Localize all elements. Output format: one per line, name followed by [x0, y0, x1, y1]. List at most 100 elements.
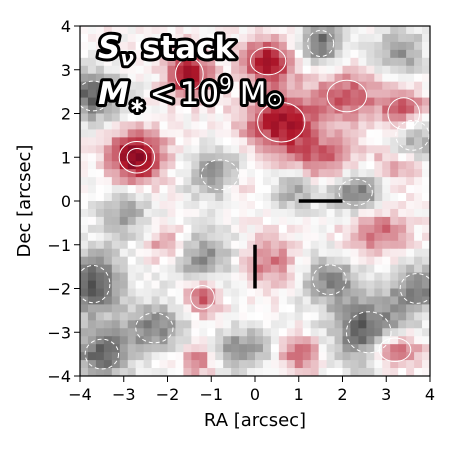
heatmap-cell [326, 73, 335, 83]
heatmap-cell [270, 26, 280, 35]
heatmap-cell [151, 248, 160, 258]
heatmap-cell [382, 41, 391, 51]
heatmap-cell [143, 248, 152, 258]
heatmap-cell [366, 161, 375, 170]
heatmap-cell [286, 360, 296, 369]
heatmap-cell [294, 280, 304, 289]
heatmap-cell [270, 352, 280, 361]
heatmap-cell [135, 296, 145, 305]
heatmap-cell [135, 352, 145, 361]
heatmap-cell [270, 193, 280, 202]
heatmap-cell [199, 368, 208, 376]
heatmap-cell [175, 121, 184, 130]
heatmap-cell [151, 33, 160, 43]
heatmap-cell [286, 312, 296, 321]
negative-contour [345, 311, 392, 354]
heatmap-cell [334, 296, 343, 305]
heatmap-cell [111, 296, 121, 305]
heatmap-cell [334, 272, 343, 281]
heatmap-cell [382, 328, 391, 337]
heatmap-cell [294, 89, 304, 98]
heatmap-cell [247, 344, 256, 353]
heatmap-cell [103, 153, 113, 162]
heatmap-cell [342, 224, 351, 234]
heatmap-cell [422, 81, 430, 91]
heatmap-cell [382, 161, 391, 170]
negative-contour [312, 264, 347, 296]
heatmap-cell [207, 232, 216, 242]
heatmap-cell [80, 296, 89, 305]
heatmap-cell [231, 288, 240, 297]
heatmap-cell [247, 224, 256, 234]
heatmap-cell [127, 320, 137, 329]
heatmap-cell [414, 49, 423, 59]
heatmap-cell [255, 65, 264, 75]
negative-contour [395, 119, 430, 151]
negative-contour [80, 265, 111, 304]
heatmap-cell [80, 129, 89, 138]
heatmap-cell [167, 264, 176, 273]
heatmap-cell [135, 248, 145, 258]
heatmap-cell [350, 264, 359, 273]
heatmap-cell [151, 216, 160, 226]
heatmap-cell [310, 193, 320, 202]
heatmap-cell [247, 81, 256, 91]
heatmap-cell [406, 352, 415, 361]
heatmap-cell [366, 256, 375, 266]
heatmap-cell [151, 201, 160, 210]
heatmap-cell [318, 26, 327, 35]
heatmap-cell [358, 296, 367, 305]
heatmap-cell [374, 296, 383, 305]
negative-contour [399, 273, 430, 304]
heatmap-cell [422, 169, 430, 178]
heatmap-cell [382, 201, 391, 210]
heatmap-cell [286, 49, 296, 59]
heatmap-cell [382, 57, 391, 67]
heatmap-cell [223, 312, 232, 321]
heatmap-cell [342, 320, 351, 329]
heatmap-cell [390, 97, 399, 106]
heatmap-cell [119, 288, 129, 297]
heatmap-cell [310, 264, 320, 273]
x-tick-label: 1 [294, 385, 304, 404]
heatmap-cell [167, 185, 176, 194]
heatmap-cell [167, 240, 176, 250]
heatmap-cell [167, 208, 176, 218]
heatmap-cell [223, 328, 232, 337]
heatmap-cell [334, 240, 343, 250]
heatmap-cell [247, 129, 256, 138]
heatmap-cell [326, 288, 335, 297]
heatmap-cell [278, 89, 288, 98]
heatmap-cell [342, 121, 351, 130]
heatmap-cell [318, 336, 327, 345]
heatmap-cell [95, 81, 105, 91]
heatmap-cell [223, 73, 232, 83]
heatmap-cell [422, 177, 430, 186]
heatmap-cell [318, 224, 327, 234]
heatmap-cell [382, 105, 391, 114]
heatmap-cell [207, 328, 216, 337]
heatmap-cell [80, 216, 89, 226]
heatmap-cell [119, 73, 129, 83]
heatmap-cell [167, 248, 176, 258]
heatmap-cell [231, 89, 240, 98]
heatmap-cell [95, 185, 105, 194]
heatmap-cell [382, 256, 391, 266]
heatmap-cell [167, 344, 176, 353]
heatmap-cell [215, 272, 224, 281]
heatmap-cell [294, 161, 304, 170]
heatmap-cell [398, 129, 407, 138]
heatmap-cell [350, 57, 359, 67]
heatmap-cell [318, 137, 327, 146]
heatmap-cell [366, 129, 375, 138]
heatmap-cell [247, 41, 256, 51]
heatmap-cell [95, 137, 105, 146]
heatmap-cell [143, 33, 152, 43]
heatmap-cell [326, 97, 335, 106]
heatmap-cell [95, 145, 105, 154]
heatmap-cell [239, 177, 248, 186]
heatmap-cell [87, 26, 97, 35]
heatmap-cell [247, 113, 256, 122]
heatmap-cell [310, 57, 320, 67]
heatmap-cell [302, 288, 312, 297]
